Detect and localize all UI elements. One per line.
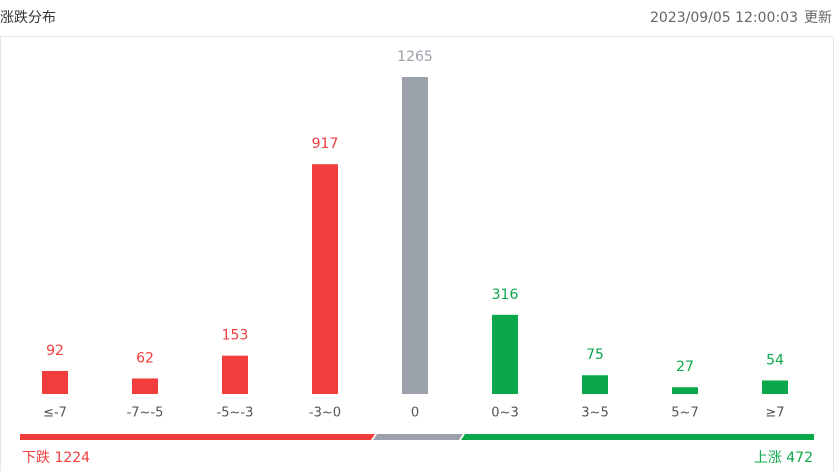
- chart-title: 涨跌分布: [0, 10, 56, 26]
- x-tick-label: 0: [411, 406, 419, 421]
- value-label: 27: [676, 359, 694, 375]
- down-summary: 下跌 1224: [22, 450, 90, 466]
- update-label: 更新: [804, 10, 832, 26]
- bar: [132, 378, 158, 394]
- up-summary: 上涨 472: [754, 450, 813, 466]
- timestamp: 2023/09/05 12:00:03: [650, 10, 798, 26]
- x-tick-label: -5~-3: [217, 406, 254, 421]
- flat-bar: [373, 434, 463, 440]
- value-label: 153: [222, 328, 249, 344]
- up-bar: [461, 434, 814, 440]
- x-tick-label: ≤-7: [43, 406, 67, 421]
- bar: [312, 164, 338, 394]
- value-label: 92: [46, 343, 64, 359]
- bar: [492, 314, 518, 394]
- value-label: 54: [766, 352, 784, 368]
- x-tick-label: 5~7: [671, 406, 698, 421]
- value-label: 62: [136, 350, 154, 366]
- x-tick-label: ≥7: [765, 406, 784, 421]
- value-label: 1265: [397, 49, 433, 65]
- value-label: 316: [492, 287, 519, 303]
- bar: [582, 375, 608, 394]
- value-label: 917: [312, 136, 339, 152]
- bar: [672, 387, 698, 394]
- x-tick-label: -3~0: [309, 406, 341, 421]
- x-tick-label: -7~-5: [127, 406, 164, 421]
- bar: [402, 77, 428, 394]
- bar: [42, 370, 68, 394]
- down-bar: [20, 434, 375, 440]
- x-tick-label: 0~3: [491, 406, 518, 421]
- bar: [762, 380, 788, 394]
- value-label: 75: [586, 347, 604, 363]
- bar: [222, 355, 248, 394]
- x-tick-label: 3~5: [581, 406, 608, 421]
